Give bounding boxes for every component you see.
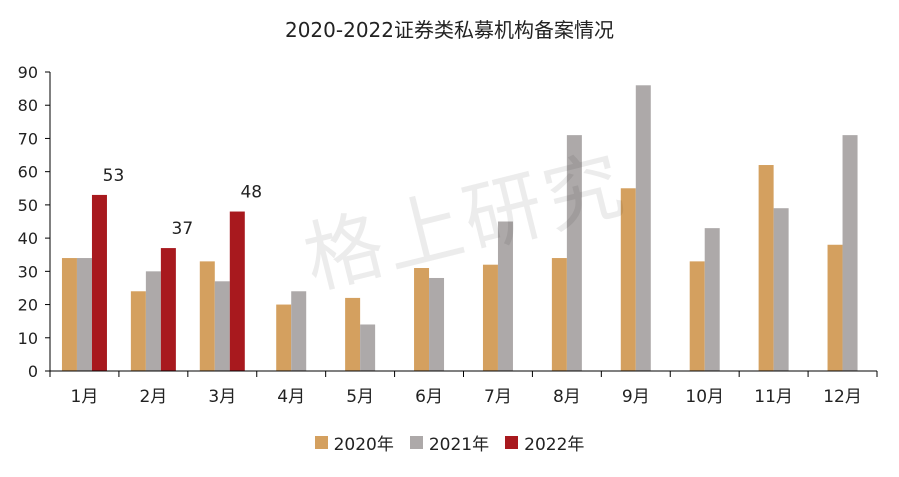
bar-2020年-12月: [827, 244, 843, 371]
bar-2020年-4月: [276, 304, 292, 371]
y-tick-label: 60: [18, 163, 38, 182]
bar-2022年-3月: [229, 211, 245, 371]
bar-2021年-8月: [566, 135, 582, 371]
bar-2022年-2月: [160, 248, 176, 371]
y-tick-label: 70: [18, 129, 38, 148]
data-label: 37: [172, 219, 194, 239]
bar-2020年-2月: [130, 291, 146, 371]
bar-2021年-2月: [145, 271, 161, 371]
y-tick-label: 40: [18, 229, 38, 248]
data-label: 48: [240, 183, 262, 203]
x-tick-label: 6月: [415, 387, 443, 407]
legend-item-2021: 2021年: [409, 430, 490, 455]
legend-label-2020: 2020年: [333, 435, 394, 455]
legend: 2020年 2021年 2022年: [0, 430, 899, 455]
chart-title: 2020-2022证券类私募机构备案情况: [284, 18, 614, 42]
legend-swatch-2020: [314, 436, 328, 449]
x-tick-label: 9月: [622, 387, 650, 407]
bar-2020年-5月: [345, 297, 361, 371]
x-tick-label: 10月: [685, 387, 724, 407]
x-tick-label: 7月: [484, 387, 512, 407]
y-tick-label: 30: [18, 262, 38, 281]
legend-label-2022: 2022年: [524, 435, 585, 455]
bar-2021年-5月: [360, 324, 376, 371]
bar-2020年-8月: [551, 258, 567, 371]
x-tick-label: 11月: [754, 387, 793, 407]
y-tick-label: 20: [18, 296, 38, 315]
legend-swatch-2021: [409, 436, 423, 449]
y-tick-label: 10: [18, 329, 38, 348]
bar-2020年-6月: [414, 268, 430, 371]
bar-2020年-9月: [620, 188, 636, 371]
bar-2020年-11月: [758, 165, 774, 371]
x-tick-label: 3月: [208, 387, 236, 407]
bar-2022年-1月: [91, 194, 107, 371]
bar-2021年-6月: [429, 277, 445, 371]
y-tick-label: 90: [18, 63, 38, 82]
bar-2021年-9月: [635, 85, 651, 372]
y-tick-label: 80: [18, 96, 38, 115]
bar-2021年-12月: [842, 135, 858, 371]
legend-swatch-2022: [505, 436, 519, 449]
x-tick-label: 1月: [71, 387, 99, 407]
bar-2020年-10月: [689, 261, 705, 371]
bar-2020年-1月: [61, 258, 77, 371]
x-tick-label: 4月: [277, 387, 305, 407]
legend-label-2021: 2021年: [428, 435, 490, 455]
bar-2021年-4月: [291, 291, 307, 371]
legend-item-2020: 2020年: [314, 430, 394, 455]
bar-2021年-3月: [214, 281, 230, 371]
bar-2021年-10月: [704, 228, 720, 371]
y-tick-label: 0: [28, 362, 38, 381]
y-tick-label: 50: [18, 196, 38, 215]
x-tick-label: 12月: [823, 387, 862, 407]
x-tick-label: 8月: [553, 387, 581, 407]
bar-2021年-7月: [497, 221, 513, 371]
legend-item-2022: 2022年: [505, 430, 584, 455]
bar-2020年-3月: [199, 261, 215, 371]
x-tick-label: 5月: [346, 387, 374, 407]
bar-2021年-11月: [773, 208, 789, 371]
bar-2021年-1月: [76, 258, 92, 371]
bar-2020年-7月: [482, 264, 498, 371]
x-tick-label: 2月: [139, 387, 167, 407]
data-label: 53: [103, 166, 125, 186]
